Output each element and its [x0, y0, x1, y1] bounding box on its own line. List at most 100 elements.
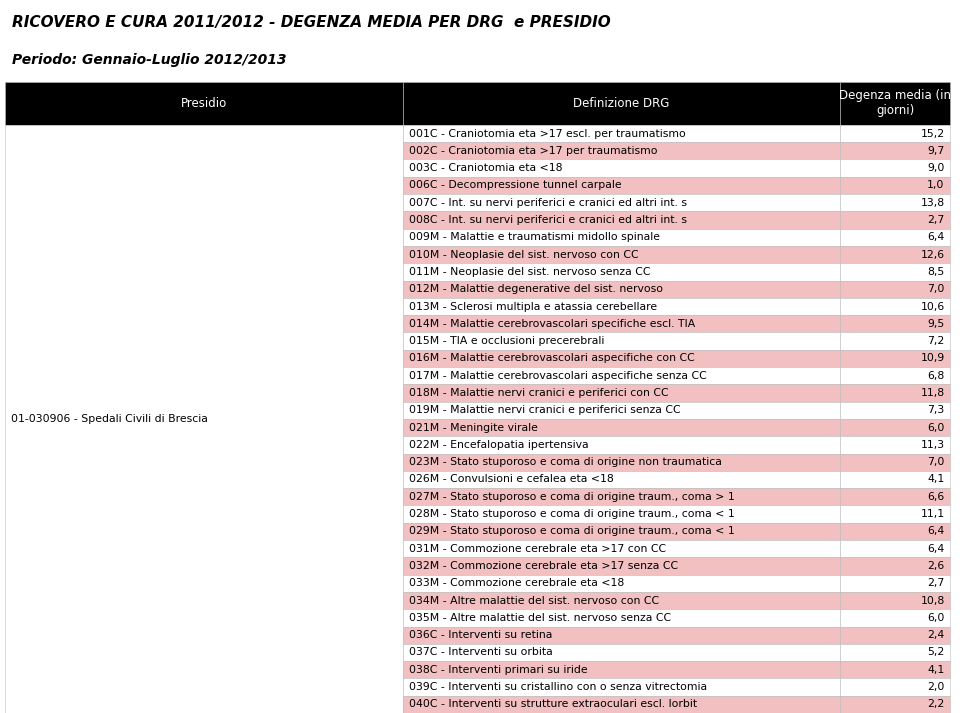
FancyBboxPatch shape: [403, 696, 840, 713]
Text: 035M - Altre malattie del sist. nervoso senza CC: 035M - Altre malattie del sist. nervoso …: [409, 613, 671, 623]
FancyBboxPatch shape: [840, 401, 950, 419]
FancyBboxPatch shape: [403, 315, 840, 332]
FancyBboxPatch shape: [840, 82, 950, 125]
Text: 1,0: 1,0: [927, 180, 945, 190]
Text: 6,4: 6,4: [927, 232, 945, 242]
FancyBboxPatch shape: [840, 627, 950, 644]
Text: 11,8: 11,8: [921, 388, 945, 398]
FancyBboxPatch shape: [403, 367, 840, 384]
Text: 10,9: 10,9: [921, 354, 945, 364]
FancyBboxPatch shape: [403, 350, 840, 367]
Text: 031M - Commozione cerebrale eta >17 con CC: 031M - Commozione cerebrale eta >17 con …: [409, 544, 666, 554]
Text: 023M - Stato stuporoso e coma di origine non traumatica: 023M - Stato stuporoso e coma di origine…: [409, 457, 722, 467]
Text: 036C - Interventi su retina: 036C - Interventi su retina: [409, 630, 552, 640]
Text: 12,6: 12,6: [921, 250, 945, 260]
FancyBboxPatch shape: [840, 453, 950, 471]
Text: 2,4: 2,4: [927, 630, 945, 640]
Text: 037C - Interventi su orbita: 037C - Interventi su orbita: [409, 647, 553, 657]
Text: 6,4: 6,4: [927, 526, 945, 536]
Text: 9,0: 9,0: [927, 163, 945, 173]
FancyBboxPatch shape: [840, 177, 950, 194]
FancyBboxPatch shape: [840, 471, 950, 488]
FancyBboxPatch shape: [840, 488, 950, 506]
FancyBboxPatch shape: [840, 263, 950, 281]
FancyBboxPatch shape: [403, 471, 840, 488]
Text: 033M - Commozione cerebrale eta <18: 033M - Commozione cerebrale eta <18: [409, 578, 624, 588]
FancyBboxPatch shape: [403, 558, 840, 575]
FancyBboxPatch shape: [840, 194, 950, 211]
Text: 040C - Interventi su strutture extraoculari escl. lorbit: 040C - Interventi su strutture extraocul…: [409, 699, 697, 709]
Text: 019M - Malattie nervi cranici e periferici senza CC: 019M - Malattie nervi cranici e periferi…: [409, 405, 681, 415]
Text: 026M - Convulsioni e cefalea eta <18: 026M - Convulsioni e cefalea eta <18: [409, 474, 613, 485]
FancyBboxPatch shape: [840, 298, 950, 315]
Text: 8,5: 8,5: [927, 267, 945, 277]
FancyBboxPatch shape: [840, 592, 950, 609]
Text: 001C - Craniotomia eta >17 escl. per traumatismo: 001C - Craniotomia eta >17 escl. per tra…: [409, 128, 685, 138]
Text: 028M - Stato stuporoso e coma di origine traum., coma < 1: 028M - Stato stuporoso e coma di origine…: [409, 509, 734, 519]
FancyBboxPatch shape: [840, 160, 950, 177]
FancyBboxPatch shape: [5, 125, 403, 713]
Text: 7,0: 7,0: [927, 284, 945, 294]
FancyBboxPatch shape: [403, 523, 840, 540]
Text: 022M - Encefalopatia ipertensiva: 022M - Encefalopatia ipertensiva: [409, 440, 588, 450]
FancyBboxPatch shape: [403, 592, 840, 609]
FancyBboxPatch shape: [840, 523, 950, 540]
Text: 034M - Altre malattie del sist. nervoso con CC: 034M - Altre malattie del sist. nervoso …: [409, 595, 660, 605]
Text: 6,6: 6,6: [927, 492, 945, 502]
Text: 008C - Int. su nervi periferici e cranici ed altri int. s: 008C - Int. su nervi periferici e cranic…: [409, 215, 687, 225]
Text: 032M - Commozione cerebrale eta >17 senza CC: 032M - Commozione cerebrale eta >17 senz…: [409, 561, 678, 571]
Text: 015M - TIA e occlusioni precerebrali: 015M - TIA e occlusioni precerebrali: [409, 336, 605, 346]
Text: 5,2: 5,2: [927, 647, 945, 657]
Text: 029M - Stato stuporoso e coma di origine traum., coma < 1: 029M - Stato stuporoso e coma di origine…: [409, 526, 734, 536]
Text: 15,2: 15,2: [921, 128, 945, 138]
Text: Periodo: Gennaio-Luglio 2012/2013: Periodo: Gennaio-Luglio 2012/2013: [12, 53, 286, 67]
FancyBboxPatch shape: [403, 332, 840, 350]
Text: RICOVERO E CURA 2011/2012 - DEGENZA MEDIA PER DRG  e PRESIDIO: RICOVERO E CURA 2011/2012 - DEGENZA MEDI…: [12, 15, 611, 30]
Text: 13,8: 13,8: [921, 198, 945, 207]
Text: 018M - Malattie nervi cranici e periferici con CC: 018M - Malattie nervi cranici e periferi…: [409, 388, 668, 398]
FancyBboxPatch shape: [403, 401, 840, 419]
Text: 2,7: 2,7: [927, 578, 945, 588]
Text: 01-030906 - Spedali Civili di Brescia: 01-030906 - Spedali Civili di Brescia: [11, 414, 207, 424]
FancyBboxPatch shape: [840, 436, 950, 453]
Text: 014M - Malattie cerebrovascolari specifiche escl. TIA: 014M - Malattie cerebrovascolari specifi…: [409, 319, 695, 329]
Text: 4,1: 4,1: [927, 665, 945, 674]
FancyBboxPatch shape: [403, 298, 840, 315]
FancyBboxPatch shape: [840, 125, 950, 142]
Text: 9,7: 9,7: [927, 146, 945, 156]
FancyBboxPatch shape: [403, 211, 840, 229]
Text: 006C - Decompressione tunnel carpale: 006C - Decompressione tunnel carpale: [409, 180, 621, 190]
Text: 003C - Craniotomia eta <18: 003C - Craniotomia eta <18: [409, 163, 563, 173]
FancyBboxPatch shape: [840, 367, 950, 384]
FancyBboxPatch shape: [403, 540, 840, 558]
FancyBboxPatch shape: [840, 558, 950, 575]
FancyBboxPatch shape: [403, 125, 840, 142]
FancyBboxPatch shape: [403, 661, 840, 678]
FancyBboxPatch shape: [840, 419, 950, 436]
Text: 10,8: 10,8: [921, 595, 945, 605]
FancyBboxPatch shape: [403, 177, 840, 194]
FancyBboxPatch shape: [840, 661, 950, 678]
Text: 021M - Meningite virale: 021M - Meningite virale: [409, 423, 538, 433]
FancyBboxPatch shape: [403, 436, 840, 453]
FancyBboxPatch shape: [840, 506, 950, 523]
Text: 038C - Interventi primari su iride: 038C - Interventi primari su iride: [409, 665, 588, 674]
FancyBboxPatch shape: [403, 419, 840, 436]
Text: 011M - Neoplasie del sist. nervoso senza CC: 011M - Neoplasie del sist. nervoso senza…: [409, 267, 651, 277]
FancyBboxPatch shape: [403, 384, 840, 401]
FancyBboxPatch shape: [840, 540, 950, 558]
Text: 012M - Malattie degenerative del sist. nervoso: 012M - Malattie degenerative del sist. n…: [409, 284, 663, 294]
Text: 2,7: 2,7: [927, 215, 945, 225]
Text: 9,5: 9,5: [927, 319, 945, 329]
Text: 6,0: 6,0: [927, 423, 945, 433]
Text: 7,2: 7,2: [927, 336, 945, 346]
FancyBboxPatch shape: [840, 384, 950, 401]
Text: 2,2: 2,2: [927, 699, 945, 709]
FancyBboxPatch shape: [840, 315, 950, 332]
Text: 2,0: 2,0: [927, 682, 945, 692]
Text: 010M - Neoplasie del sist. nervoso con CC: 010M - Neoplasie del sist. nervoso con C…: [409, 250, 638, 260]
Text: 016M - Malattie cerebrovascolari aspecifiche con CC: 016M - Malattie cerebrovascolari aspecif…: [409, 354, 695, 364]
FancyBboxPatch shape: [403, 488, 840, 506]
FancyBboxPatch shape: [840, 678, 950, 696]
FancyBboxPatch shape: [840, 609, 950, 627]
